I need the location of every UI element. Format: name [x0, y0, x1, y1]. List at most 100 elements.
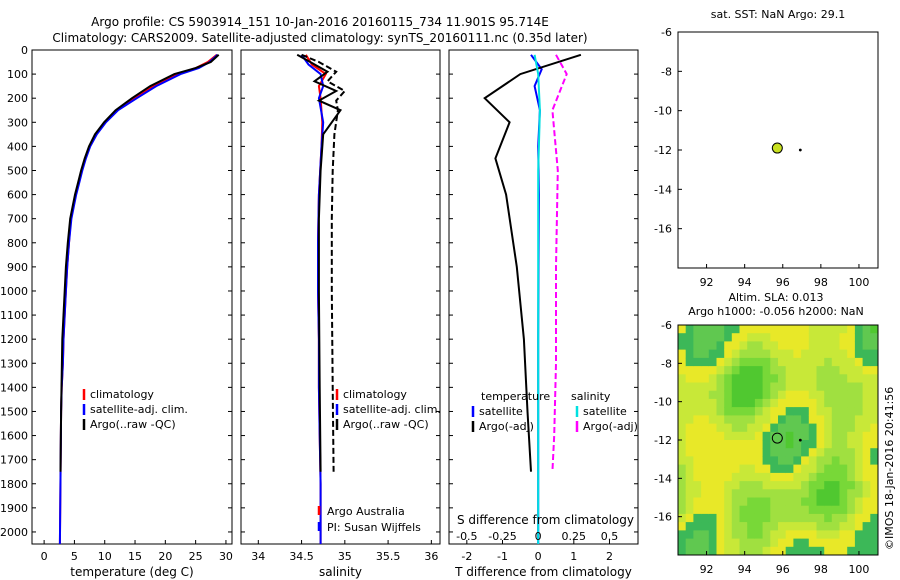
heatmap-cell: [731, 341, 740, 351]
heatmap-cell: [808, 489, 817, 498]
heatmap-cell: [785, 464, 794, 474]
heatmap-cell: [824, 382, 833, 392]
heatmap-cell: [847, 349, 856, 359]
heatmap-cell: [708, 522, 717, 531]
map-title-line2: Argo h1000: -0.056 h2000: NaN: [688, 305, 864, 318]
heatmap-cell: [870, 456, 879, 466]
heatmap-cell: [854, 489, 864, 498]
heatmap-cell: [808, 538, 817, 548]
heatmap-cell: [716, 415, 725, 425]
heatmap-cell: [824, 349, 833, 359]
heatmap-cell: [862, 530, 871, 540]
annotation-label: PI: Susan Wijffels: [327, 521, 421, 534]
argo-location-marker: [771, 432, 783, 444]
heatmap-cell: [739, 481, 748, 490]
heatmap-cell: [801, 325, 810, 334]
heatmap-cell: [778, 390, 787, 400]
heatmap-cell: [870, 431, 879, 441]
heatmap-cell: [754, 349, 764, 359]
heatmap-cell: [831, 325, 840, 334]
heatmap-cell: [870, 448, 879, 457]
heatmap-cell: [770, 464, 779, 474]
heatmap-cell: [685, 333, 694, 342]
heatmap-cell: [731, 513, 740, 523]
heatmap-cell: [678, 382, 687, 392]
x-tick-label: 98: [814, 563, 828, 576]
heatmap-cell: [770, 497, 779, 507]
heatmap-cell: [862, 431, 871, 441]
x-tick-label: 35: [338, 550, 352, 563]
heatmap-cell: [778, 538, 787, 548]
heatmap-cell: [739, 513, 748, 523]
heatmap-cell: [824, 398, 833, 408]
heatmap-cell: [693, 415, 702, 425]
heatmap-cell: [831, 448, 840, 457]
heatmap-cell: [824, 423, 833, 433]
heatmap-cell: [770, 538, 779, 548]
heatmap-cell: [870, 374, 879, 383]
heatmap-cell: [854, 325, 864, 334]
heatmap-cell: [793, 374, 802, 383]
heatmap-cell: [716, 505, 725, 515]
heatmap-cell: [731, 497, 740, 507]
heatmap-cell: [793, 357, 802, 367]
heatmap-cell: [816, 325, 825, 334]
heatmap-cell: [816, 341, 825, 351]
heatmap-cell: [678, 489, 687, 498]
heatmap-cell: [708, 538, 717, 548]
heatmap-cell: [816, 497, 825, 507]
y-tick-label: 1800: [0, 478, 28, 491]
heatmap-cell: [854, 398, 864, 408]
heatmap-cell: [701, 497, 710, 507]
heatmap-cell: [762, 472, 771, 482]
heatmap-cell: [816, 505, 825, 515]
heatmap-cell: [870, 489, 879, 498]
heatmap-cell: [762, 382, 771, 392]
heatmap-cell: [678, 349, 687, 359]
heatmap-cell: [770, 481, 779, 490]
heatmap-cell: [731, 522, 740, 531]
heatmap-cell: [685, 366, 694, 375]
heatmap-cell: [762, 538, 771, 548]
heatmap-cell: [801, 440, 810, 449]
heatmap-cell: [847, 374, 856, 383]
heatmap-cell: [762, 489, 771, 498]
heatmap-cell: [708, 374, 717, 383]
heatmap-cell: [770, 349, 779, 359]
heatmap-cell: [847, 390, 856, 400]
heatmap-cell: [716, 366, 725, 375]
heatmap-cell: [854, 522, 864, 531]
heatmap-cell: [739, 423, 748, 433]
heatmap-cell: [724, 390, 733, 400]
heatmap-cell: [708, 513, 717, 523]
heatmap-cell: [831, 431, 840, 441]
heatmap-cell: [716, 440, 725, 449]
heatmap-cell: [685, 497, 694, 507]
heatmap-cell: [762, 407, 771, 416]
heatmap-cell: [839, 398, 848, 408]
heatmap-cell: [762, 505, 771, 515]
x-tick-label: 1: [570, 550, 577, 563]
heatmap-cell: [739, 456, 748, 466]
x-tick-label: 96: [776, 276, 790, 289]
heatmap-cell: [854, 341, 864, 351]
heatmap-cell: [793, 497, 802, 507]
heatmap-cell: [708, 440, 717, 449]
heatmap-cell: [770, 489, 779, 498]
heatmap-cell: [731, 349, 740, 359]
heatmap-cell: [839, 341, 848, 351]
heatmap-cell: [778, 456, 787, 466]
heatmap-cell: [708, 366, 717, 375]
heatmap-cell: [824, 481, 833, 490]
heatmap-cell: [839, 497, 848, 507]
heatmap-cell: [824, 440, 833, 449]
x-tick-label: 20: [158, 550, 172, 563]
heatmap-cell: [862, 374, 871, 383]
heatmap-cell: [739, 398, 748, 408]
heatmap-cell: [808, 366, 817, 375]
heatmap-cell: [801, 333, 810, 342]
heatmap-cell: [685, 448, 694, 457]
legend-label: climatology: [343, 388, 407, 401]
heatmap-cell: [839, 481, 848, 490]
heatmap-cell: [862, 390, 871, 400]
